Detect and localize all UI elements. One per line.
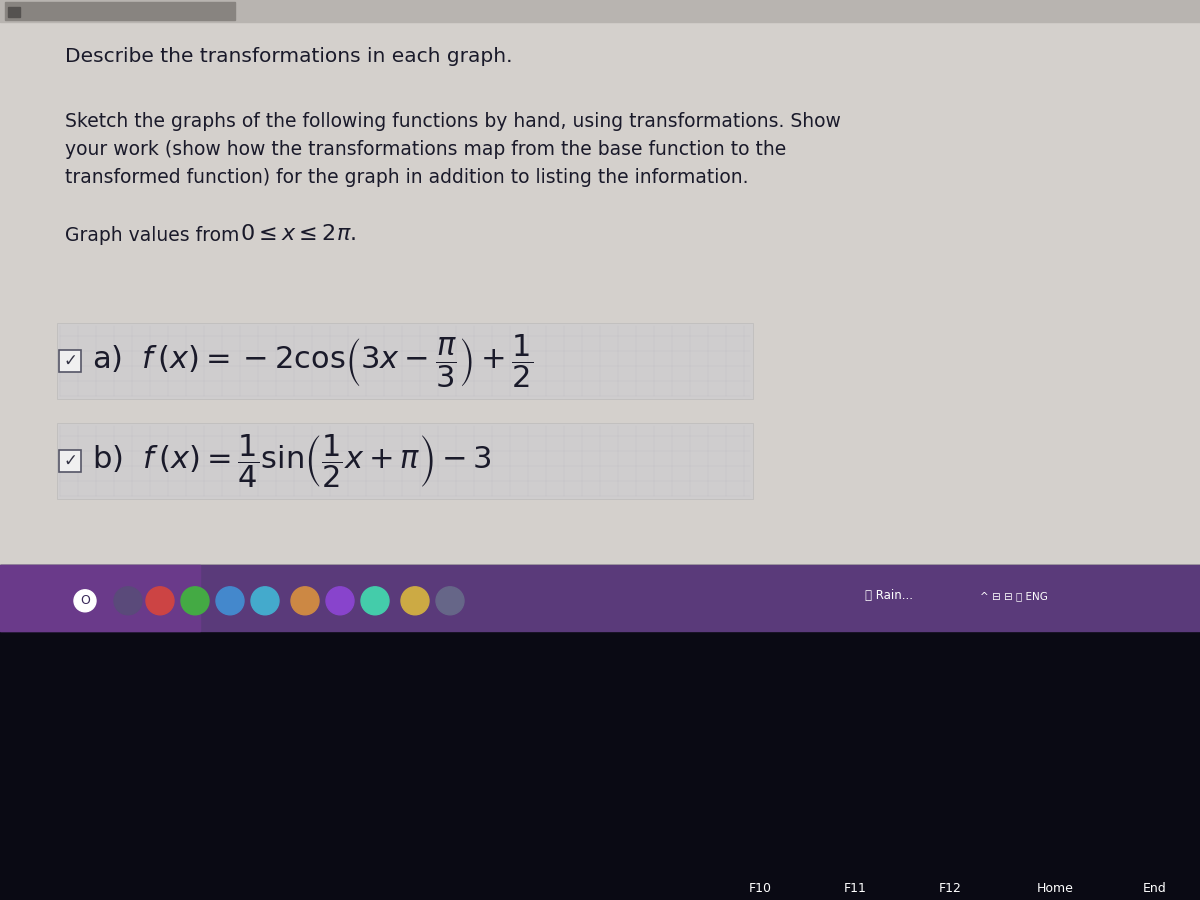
Text: 🌂 Rain...: 🌂 Rain... bbox=[865, 590, 913, 602]
FancyBboxPatch shape bbox=[58, 323, 754, 399]
Bar bbox=[8, 7, 20, 17]
Text: Sketch the graphs of the following functions by hand, using transformations. Sho: Sketch the graphs of the following funct… bbox=[65, 112, 841, 131]
Text: ✓: ✓ bbox=[64, 352, 77, 370]
Circle shape bbox=[114, 587, 142, 615]
Text: Graph values from: Graph values from bbox=[65, 226, 245, 245]
FancyBboxPatch shape bbox=[59, 450, 82, 472]
Text: your work (show how the transformations map from the base function to the: your work (show how the transformations … bbox=[65, 140, 786, 159]
Circle shape bbox=[292, 587, 319, 615]
Bar bbox=[0, 565, 1200, 632]
Text: F10: F10 bbox=[749, 881, 772, 895]
Circle shape bbox=[401, 587, 430, 615]
Text: Describe the transformations in each graph.: Describe the transformations in each gra… bbox=[65, 47, 512, 66]
Circle shape bbox=[74, 590, 96, 612]
Bar bbox=[0, 565, 200, 632]
Bar bbox=[0, 0, 1200, 565]
Circle shape bbox=[181, 587, 209, 615]
Text: b)  $f\,(x) = \dfrac{1}{4}\sin\!\left(\dfrac{1}{2}x + \pi\right) - 3$: b) $f\,(x) = \dfrac{1}{4}\sin\!\left(\df… bbox=[92, 432, 492, 490]
FancyBboxPatch shape bbox=[59, 350, 82, 372]
Text: $0 \leq x \leq 2\pi.$: $0 \leq x \leq 2\pi.$ bbox=[240, 224, 356, 244]
Text: F12: F12 bbox=[938, 881, 961, 895]
Text: O: O bbox=[80, 594, 90, 608]
Text: a)  $f\,(x) = -2\cos\!\left(3x - \dfrac{\pi}{3}\right) + \dfrac{1}{2}$: a) $f\,(x) = -2\cos\!\left(3x - \dfrac{\… bbox=[92, 332, 533, 390]
Circle shape bbox=[251, 587, 278, 615]
Circle shape bbox=[361, 587, 389, 615]
Circle shape bbox=[326, 587, 354, 615]
Circle shape bbox=[216, 587, 244, 615]
Bar bbox=[0, 0, 1200, 22]
Bar bbox=[0, 565, 1200, 900]
FancyBboxPatch shape bbox=[58, 423, 754, 499]
Text: Home: Home bbox=[1037, 881, 1074, 895]
Text: transformed function) for the graph in addition to listing the information.: transformed function) for the graph in a… bbox=[65, 168, 749, 187]
Circle shape bbox=[146, 587, 174, 615]
Bar bbox=[5, 2, 235, 20]
Text: End: End bbox=[1144, 881, 1166, 895]
Text: ^ ⊟ ⊟ 🔇 ENG: ^ ⊟ ⊟ 🔇 ENG bbox=[980, 590, 1048, 601]
Circle shape bbox=[436, 587, 464, 615]
Text: F11: F11 bbox=[844, 881, 866, 895]
Text: ✓: ✓ bbox=[64, 452, 77, 470]
